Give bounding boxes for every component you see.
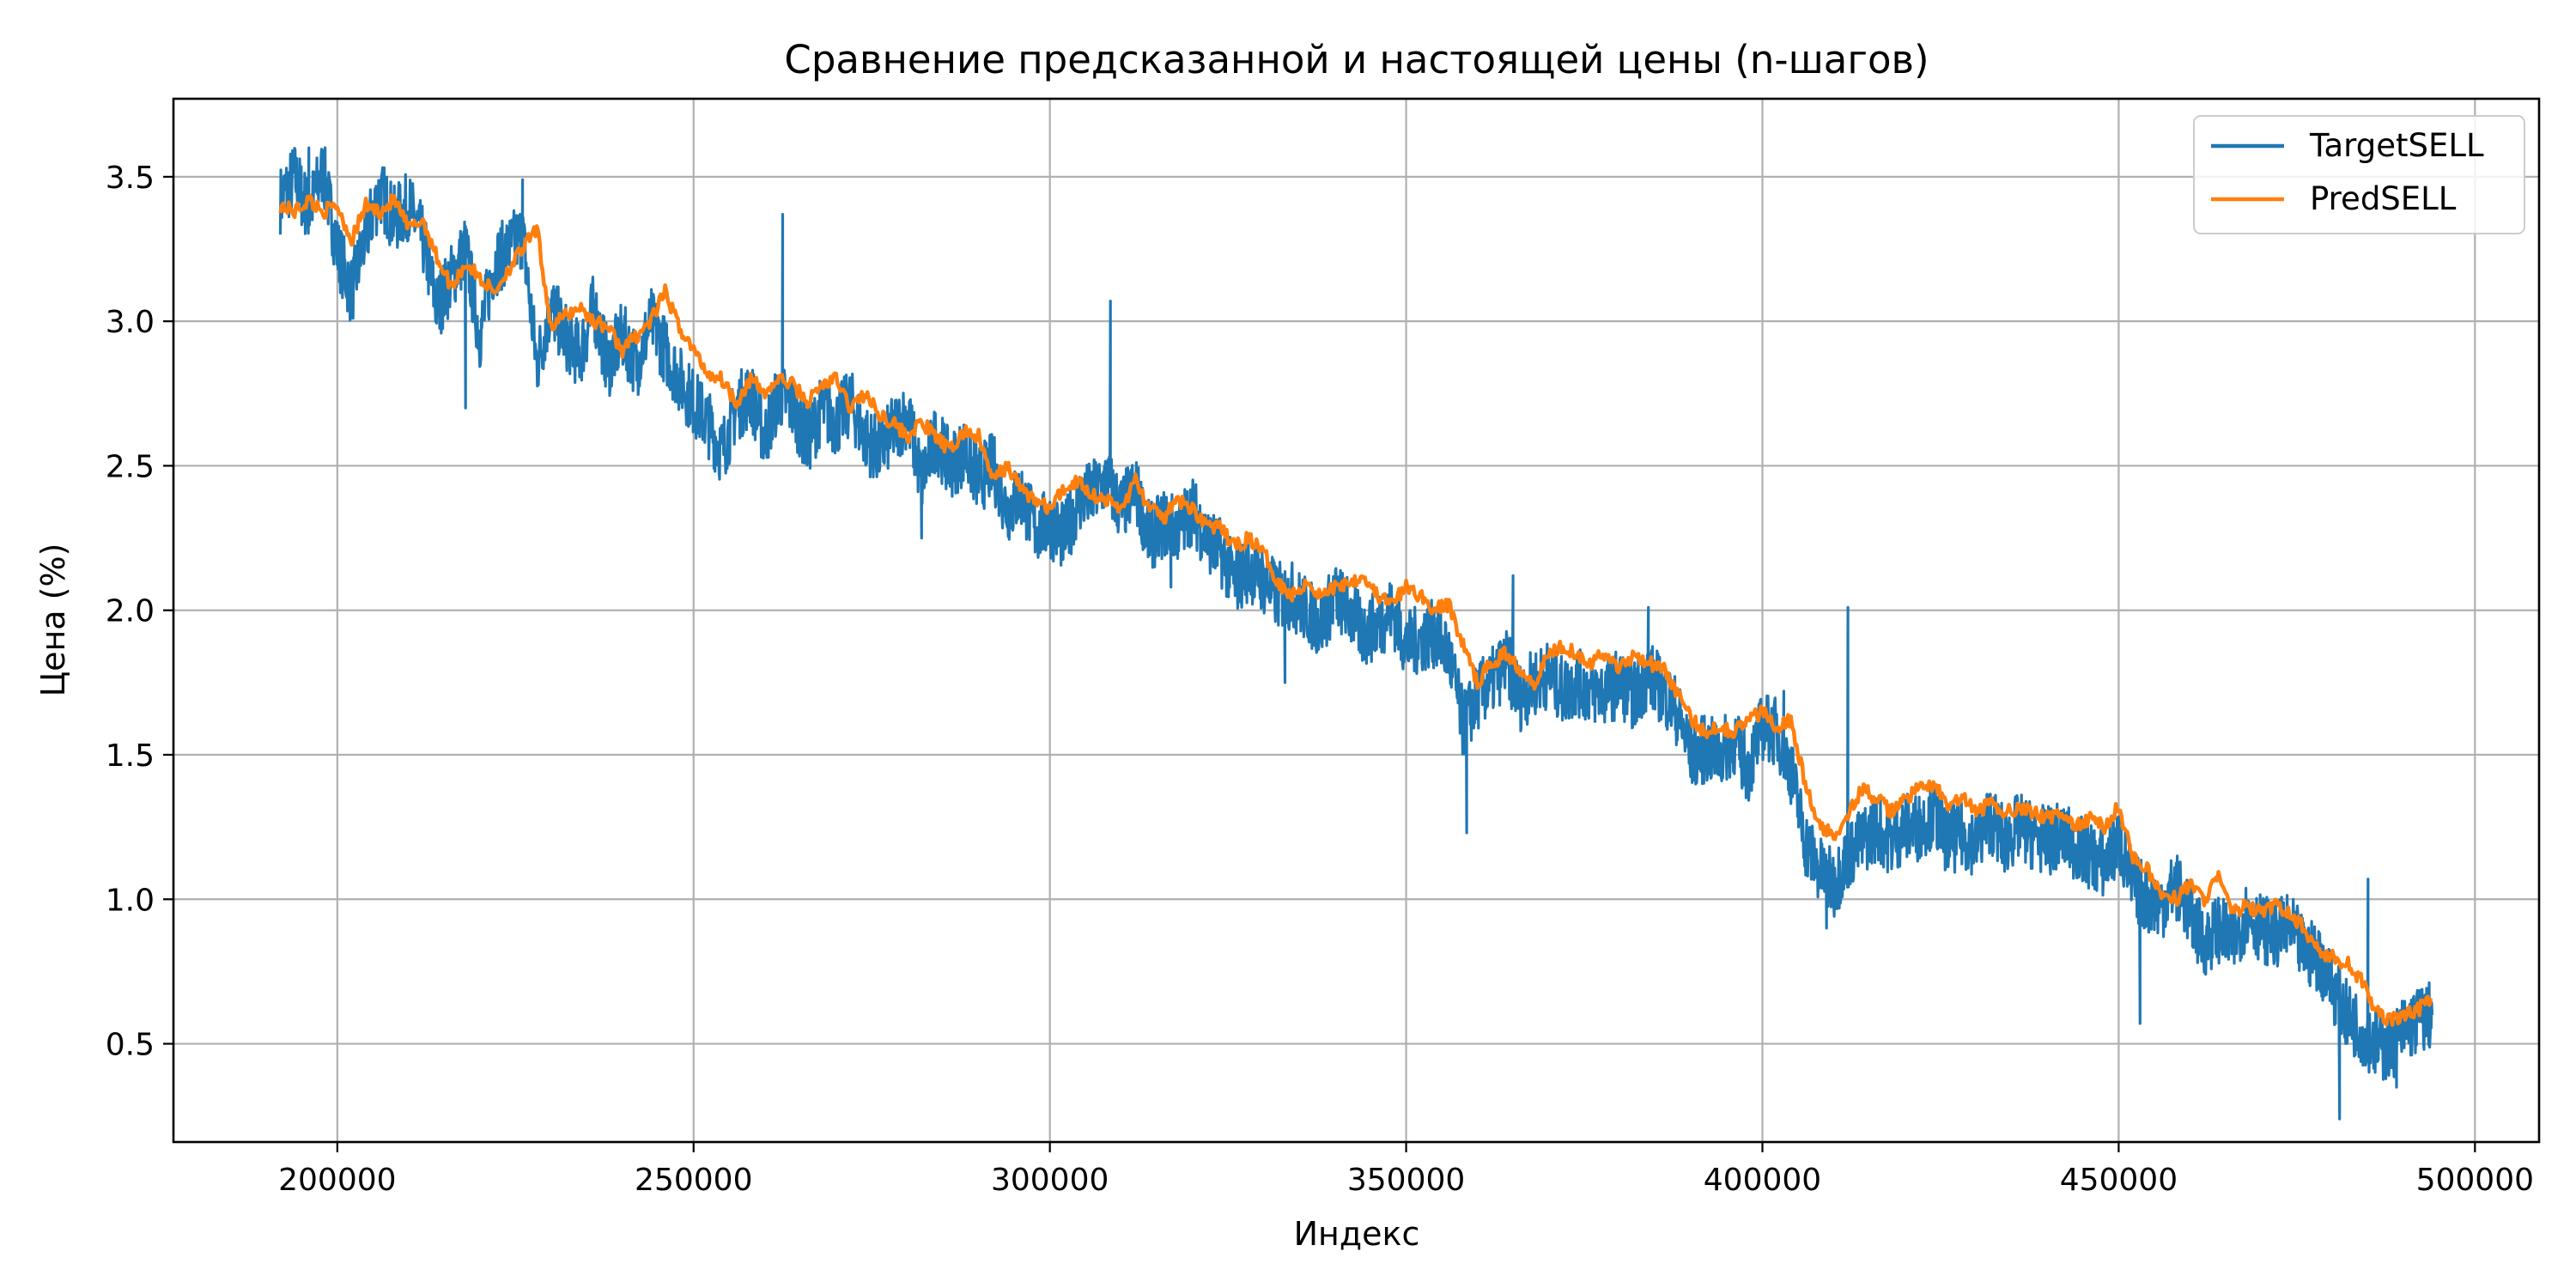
x-tick-label: 500000 [2416, 1163, 2534, 1198]
y-tick-label: 2.0 [106, 594, 155, 629]
x-axis-label: Индекс [1294, 1215, 1420, 1253]
y-axis-label: Цена (%) [34, 544, 72, 697]
x-tick-label: 400000 [1704, 1163, 1821, 1198]
legend-label-predsell: PredSELL [2310, 180, 2457, 217]
y-tick-label: 2.5 [106, 449, 155, 484]
x-tick-label: 350000 [1347, 1163, 1465, 1198]
y-axis-ticks: 0.5 1.0 1.5 2.0 2.5 3.0 3.5 [106, 161, 173, 1063]
series-line-targetsell [278, 146, 2434, 1121]
chart-title: Сравнение предсказанной и настоящей цены… [784, 37, 1929, 82]
x-tick-label: 250000 [635, 1163, 752, 1198]
y-tick-label: 1.5 [106, 738, 155, 774]
y-tick-label: 0.5 [106, 1028, 155, 1063]
plot-frame [172, 97, 2541, 1144]
x-tick-label: 200000 [278, 1163, 396, 1198]
series-line-predsell [278, 193, 2433, 1027]
x-tick-label: 300000 [991, 1163, 1109, 1198]
y-tick-label: 3.5 [106, 161, 155, 196]
legend-label-targetsell: TargetSELL [2309, 127, 2484, 164]
legend: TargetSELL PredSELL [2193, 115, 2525, 234]
plot-series [278, 146, 2434, 1121]
y-tick-label: 3.0 [106, 305, 155, 340]
x-tick-label: 450000 [2060, 1163, 2178, 1198]
y-tick-label: 1.0 [106, 883, 155, 918]
x-axis-ticks: 200000 250000 300000 350000 400000 450000 5000… [278, 1142, 2534, 1198]
